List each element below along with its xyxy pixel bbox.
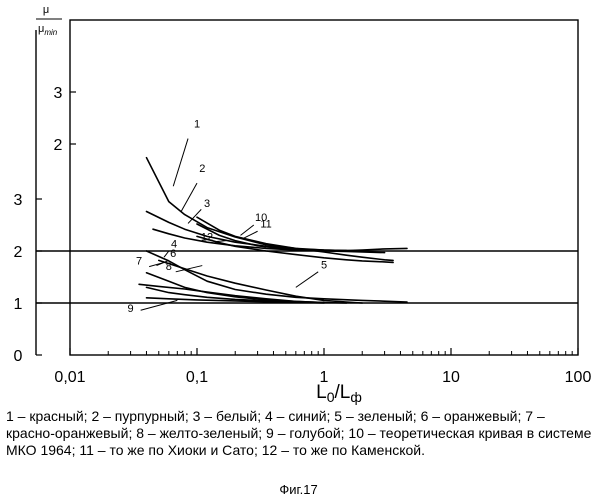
- series-label-leader: [181, 183, 197, 211]
- series-label: 2: [199, 163, 205, 175]
- plot-frame: [70, 20, 578, 355]
- series-label: 9: [128, 303, 134, 315]
- y-axis-label-numerator: μ: [43, 4, 49, 16]
- x-tick-label: 0,1: [186, 369, 208, 386]
- series-label: 6: [170, 248, 176, 260]
- series-label: 8: [166, 261, 172, 273]
- x-tick-label: 100: [565, 369, 592, 386]
- y-tick-label: 0: [14, 348, 23, 365]
- x-axis-label: L0/Lф: [316, 382, 362, 405]
- chart: 0123230,010,1110100μμminL0/Lф12345678910…: [0, 0, 597, 405]
- series-label: 11: [260, 219, 271, 231]
- series-label-leader: [173, 139, 188, 187]
- y-axis-label-denominator: μmin: [38, 23, 58, 37]
- series-line-5: [159, 260, 362, 303]
- series-label-leader: [216, 241, 227, 242]
- series-label: 1: [194, 118, 200, 130]
- series-label-leader: [141, 300, 178, 310]
- series-line-10: [197, 224, 407, 251]
- y-tick-label: 3: [14, 192, 23, 209]
- series-label-leader: [149, 262, 164, 266]
- x-tick-label: 10: [442, 369, 460, 386]
- series-label-leader: [188, 209, 201, 223]
- y-tick-label-upper: 2: [54, 137, 63, 154]
- y-tick-label: 1: [14, 296, 23, 313]
- series-label: 7: [136, 256, 142, 268]
- x-tick-label: 0,01: [54, 369, 85, 386]
- series-label-leader: [296, 272, 318, 288]
- legend-caption: 1 – красный; 2 – пурпурный; 3 – белый; 4…: [6, 408, 592, 459]
- series-line-9: [147, 298, 325, 303]
- y-tick-label-upper: 3: [54, 85, 63, 102]
- series-label: 5: [321, 260, 327, 272]
- figure-label: Фиг.17: [0, 482, 597, 497]
- series-line-3: [153, 229, 385, 252]
- series-label: 3: [204, 198, 210, 210]
- series-label: 12: [201, 232, 213, 244]
- series-label-leader: [164, 251, 169, 257]
- y-tick-label: 2: [14, 244, 23, 261]
